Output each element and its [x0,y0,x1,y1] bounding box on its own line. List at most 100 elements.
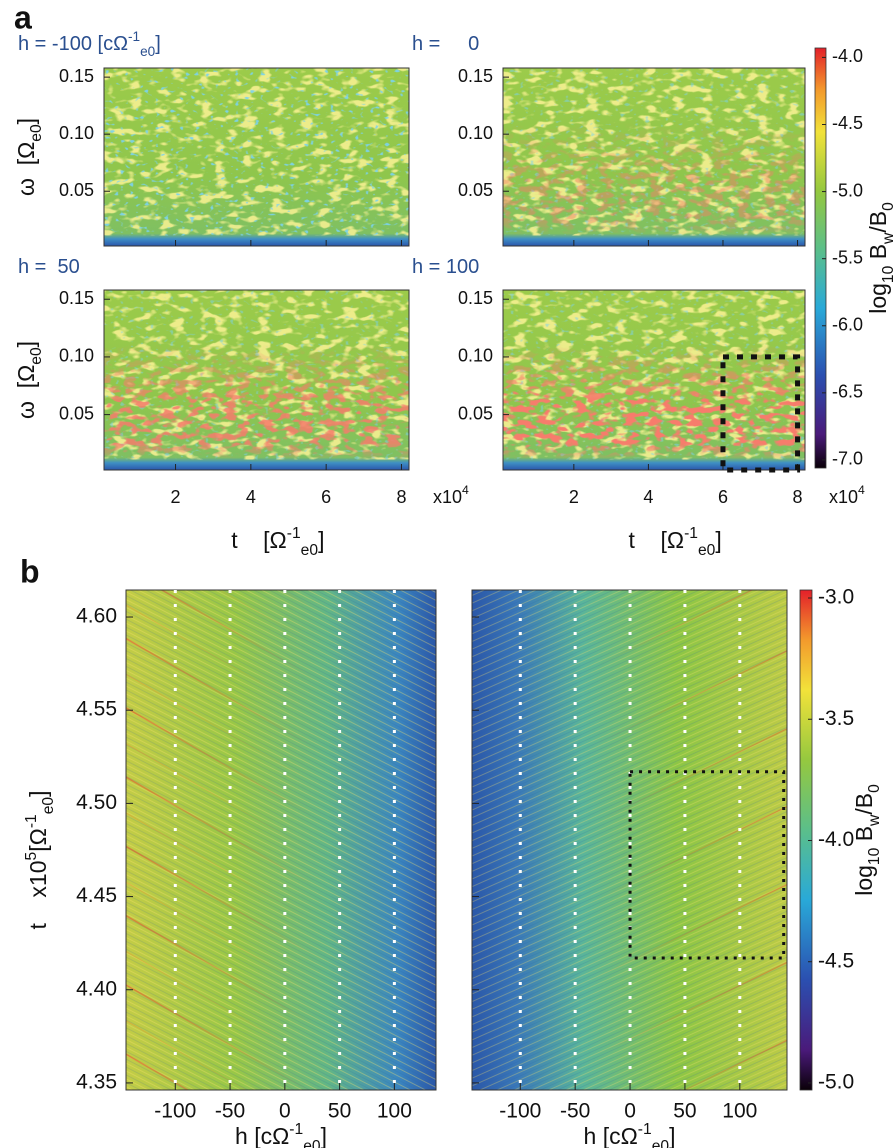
y-tick-label: 0.10 [458,123,493,143]
panel-label: a [14,0,32,35]
x-tick-label: -50 [560,1100,590,1123]
text-part: ] [321,1123,327,1148]
text-part: -1 [128,29,140,44]
axes-frame [103,289,410,471]
y-tick-label: 4.40 [76,977,117,1000]
text-part: ] [669,1123,675,1148]
text-part: -1 [287,525,301,542]
text-part: ] [13,341,39,347]
x-tick-label: 4 [246,487,256,507]
x-tick-label: 0 [279,1100,291,1123]
text-part: -1 [23,814,40,828]
x-tick-label: 6 [718,487,728,507]
text-part: e0 [303,1138,321,1148]
text-part: log [865,283,891,314]
text-part: e0 [28,124,45,142]
text-part: w [880,232,896,245]
x-multiplier: x104 [829,483,865,507]
text-part: h = 100 [412,256,479,278]
text-part: ] [13,118,39,124]
panel-title: h = 0 [412,33,479,55]
x-tick-label: 100 [377,1100,412,1123]
x-tick-label: -50 [215,1100,245,1123]
x-tick-label: 8 [396,487,406,507]
colorbar-tick-label: -3.5 [818,707,854,730]
highlight-box [628,770,786,960]
highlight-box [720,354,801,473]
y-axis-label: ω [Ωe0] [13,118,45,196]
text-part: h = 0 [412,33,479,55]
y-tick-label: 4.55 [76,698,117,721]
text-part: w [866,814,883,827]
text-part: log [851,865,877,896]
text-part: 0 [866,784,883,793]
text-part: 0 [880,202,896,211]
y-tick-label: 0.15 [59,66,94,86]
text-part: 5 [23,851,40,860]
axes-frame [502,67,806,247]
colorbar-tick-label: -6.5 [832,382,863,402]
text-part: h [cΩ [235,1123,289,1148]
text-part: ] [715,527,721,553]
text-part: 4 [462,483,469,497]
colorbar-tick-label: -4.5 [818,949,854,972]
y-tick-label: 0.05 [59,180,94,200]
text-part: ] [25,790,51,796]
x-axis-label: h [cΩ-1e0] [584,1121,676,1148]
spectrogram-texture [104,290,409,470]
x-tick-label: -100 [154,1100,196,1123]
colorbar-tick-label: -5.0 [818,1071,854,1094]
text-part: e0 [652,1138,670,1148]
x-tick-label: 50 [673,1100,696,1123]
text-part: [cΩ [98,33,129,55]
colorbar-label: log10 Bw/B0 [865,202,896,314]
x-tick-label: 0 [624,1100,636,1123]
y-tick-label: 4.50 [76,791,117,814]
x-tick-label: 6 [321,487,331,507]
text-part: e0 [698,542,716,559]
text-part: -1 [289,1121,303,1138]
y-axis-label: t x105[Ω-1e0] [23,790,57,929]
text-part: h [cΩ [584,1123,638,1148]
text-part: t [Ω [629,527,685,553]
y-tick-label: 0.05 [458,180,493,200]
colorbar-tick-label: -3.0 [818,586,854,609]
y-tick-label: 0.05 [458,403,493,423]
x-tick-label: -100 [499,1100,541,1123]
colorbar-tick-label: -4.5 [832,113,863,133]
text-part: -1 [638,1121,652,1138]
panel-title: h = 100 [412,256,479,278]
colorbar [814,47,827,469]
spectrogram-texture [503,290,805,470]
text-part: ] [318,527,324,553]
text-part: /B [851,793,877,815]
x-axis-label: t [Ω-1e0] [629,525,722,559]
text-part: t [Ω [231,527,287,553]
text-part: x10 [829,487,858,507]
y-tick-label: 0.10 [59,346,94,366]
y-tick-label: 4.35 [76,1070,117,1093]
y-tick-label: 0.05 [59,403,94,423]
spectrogram-texture [104,68,409,236]
text-part: [Ω [25,828,51,852]
text-part: x10 [433,487,462,507]
colorbar-tick-label: -7.0 [832,449,863,469]
text-part: e0 [301,542,319,559]
colorbar-tick-label: -5.0 [832,180,863,200]
y-tick-label: 0.10 [458,346,493,366]
text-part: t x10 [25,860,51,929]
y-axis-label: ω [Ωe0] [13,341,45,419]
axes-frame [103,67,410,247]
hodogram-texture [472,590,787,1090]
axes-frame [502,289,806,471]
y-tick-label: 0.15 [59,288,94,308]
colorbar-tick-label: -4.0 [832,46,863,66]
x-axis-label: h [cΩ-1e0] [235,1121,327,1148]
y-tick-label: 0.15 [458,288,493,308]
text-part: B [851,826,877,848]
y-tick-label: 4.60 [76,605,117,628]
x-axis-label: t [Ω-1e0] [231,525,324,559]
panel-title: h = -100 [cΩ-1e0] [18,29,161,59]
